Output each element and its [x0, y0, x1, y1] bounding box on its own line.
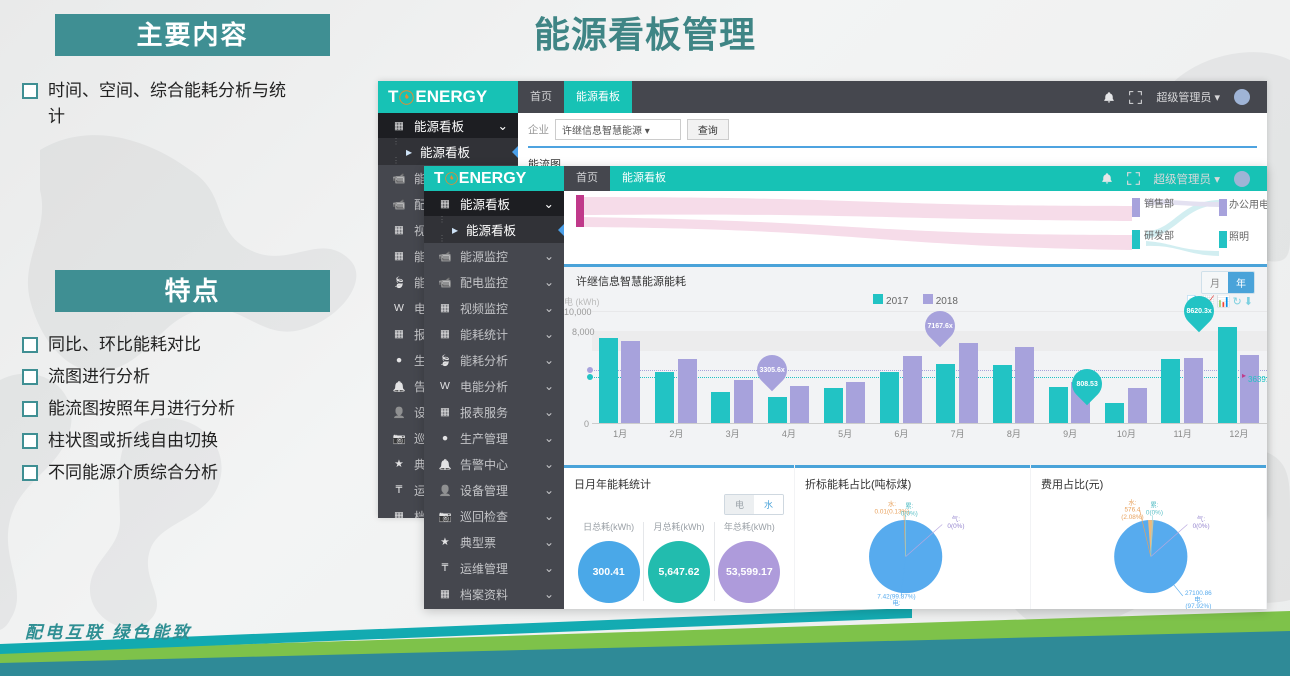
- svg-text:0(0%): 0(0%): [947, 523, 964, 530]
- svg-text:气:: 气:: [1197, 514, 1205, 523]
- svg-text:0(0%): 0(0%): [901, 510, 918, 517]
- svg-text:0(0%): 0(0%): [1193, 523, 1210, 530]
- svg-text:576.4: 576.4: [1124, 507, 1140, 514]
- svg-text:累:: 累:: [1150, 501, 1158, 509]
- svg-text:(97.92%): (97.92%): [1185, 603, 1211, 609]
- svg-text:累:: 累:: [905, 502, 913, 510]
- svg-text:27100.86: 27100.86: [1185, 590, 1212, 597]
- svg-text:气:: 气:: [952, 514, 960, 523]
- svg-text:(2.08%): (2.08%): [1121, 514, 1143, 521]
- svg-text:水:: 水:: [888, 499, 896, 508]
- svg-text:0(0%): 0(0%): [1146, 509, 1163, 516]
- svg-text:7.42(99.87%): 7.42(99.87%): [877, 594, 915, 601]
- svg-text:水:: 水:: [1128, 497, 1136, 506]
